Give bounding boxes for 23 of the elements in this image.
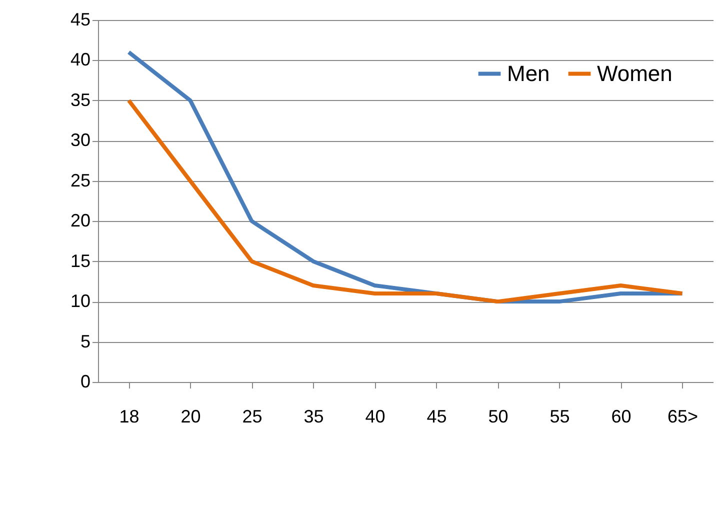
y-tick-label: 10 xyxy=(70,291,90,312)
y-tick-label: 20 xyxy=(70,210,90,231)
y-tick-label: 5 xyxy=(80,331,90,352)
y-tick-label: 15 xyxy=(70,250,90,271)
x-tick-label: 65> xyxy=(667,406,698,426)
y-tick-label: 0 xyxy=(80,372,90,392)
x-tick-label: 35 xyxy=(304,406,324,426)
x-tick-label: 45 xyxy=(426,406,447,426)
x-tick-label: 50 xyxy=(488,406,508,426)
x-tick-label: 20 xyxy=(180,406,201,426)
y-tick-label: 45 xyxy=(70,10,90,30)
y-tick-label: 35 xyxy=(70,90,90,110)
legend-label: Men xyxy=(507,60,550,86)
x-tick-label: 60 xyxy=(611,406,632,426)
x-tick-label: 40 xyxy=(365,406,386,426)
y-tick-label: 40 xyxy=(70,50,90,70)
x-tick-label: 18 xyxy=(119,406,140,426)
line-series xyxy=(126,98,684,304)
x-tick-label: 25 xyxy=(242,406,262,426)
legend-label: Women xyxy=(597,60,672,86)
y-tick-label: 30 xyxy=(70,130,90,150)
y-tick-label: 25 xyxy=(70,170,90,190)
x-tick-label: 55 xyxy=(550,406,570,426)
